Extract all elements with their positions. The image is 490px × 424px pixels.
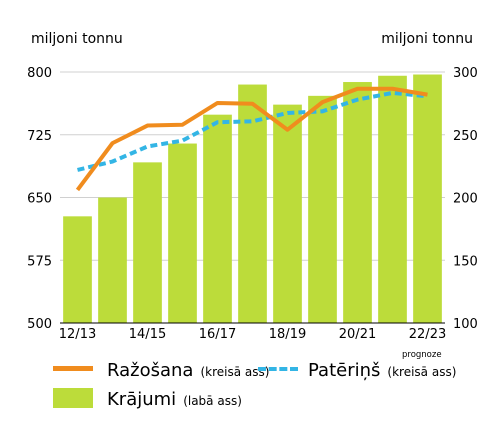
bar-stocks xyxy=(308,95,337,323)
bar-stocks xyxy=(63,216,92,323)
bar-stocks xyxy=(343,82,372,323)
legend-item-production: Ražošana (kreisā ass) xyxy=(53,360,269,381)
bar-stocks xyxy=(413,74,442,323)
left-tick-label: 725 xyxy=(27,129,52,144)
legend-swatch-production xyxy=(53,366,93,371)
x-tick-label: 16/17 xyxy=(199,327,236,342)
bar-stocks xyxy=(203,114,232,323)
left-tick-label: 650 xyxy=(27,192,52,207)
line-production xyxy=(75,86,428,192)
right-tick-label: 150 xyxy=(453,254,478,269)
x-tick-label: 18/19 xyxy=(269,327,306,342)
bar-stocks xyxy=(273,104,302,323)
x-tick-label: 12/13 xyxy=(59,327,96,342)
right-tick-label: 100 xyxy=(453,317,478,332)
right-axis-unit-label: miljoni tonnu xyxy=(381,31,473,47)
x-tick-label: 14/15 xyxy=(129,327,166,342)
bar-stocks xyxy=(378,75,407,323)
legend-axis-note-consumption: (kreisā ass) xyxy=(387,365,457,379)
legend-swatch-consumption xyxy=(258,367,298,371)
legend-axis-note-production: (kreisā ass) xyxy=(200,365,270,379)
legend-swatch-stocks xyxy=(53,388,93,408)
forecast-note: prognoze xyxy=(402,350,442,360)
left-tick-label: 800 xyxy=(27,66,52,81)
bar-stocks xyxy=(238,84,267,323)
left-tick-label: 575 xyxy=(27,254,52,269)
bar-stocks xyxy=(168,143,197,323)
legend-item-stocks: Krājumi (labā ass) xyxy=(53,385,242,410)
legend-label-stocks: Krājumi xyxy=(107,389,177,410)
x-tick-label: 20/21 xyxy=(339,327,376,342)
bar-stocks xyxy=(98,197,127,323)
legend-label-consumption: Patēriņš xyxy=(308,360,381,381)
line-consumption xyxy=(77,90,428,172)
legend-item-consumption: Patēriņš (kreisā ass) xyxy=(258,360,456,381)
bar-stocks xyxy=(133,162,162,323)
x-tick-label: 22/23 xyxy=(409,327,446,342)
legend-axis-note-stocks: (labā ass) xyxy=(183,394,242,408)
right-tick-label: 300 xyxy=(453,66,478,81)
left-tick-label: 500 xyxy=(27,317,52,332)
left-axis-unit-label: miljoni tonnu xyxy=(31,31,123,47)
right-tick-label: 250 xyxy=(453,129,478,144)
legend-label-production: Ražošana xyxy=(107,360,194,381)
right-tick-label: 200 xyxy=(453,192,478,207)
